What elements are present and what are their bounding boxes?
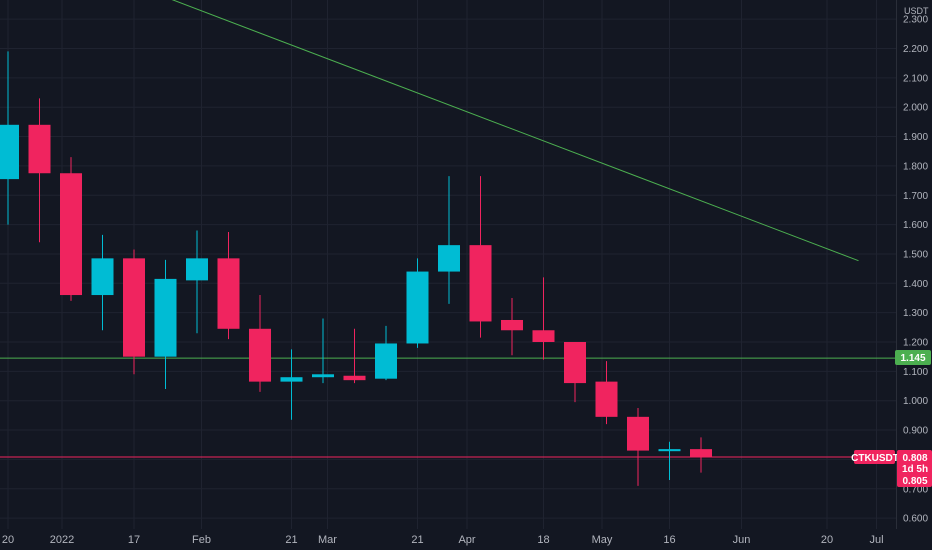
trendline <box>171 0 859 262</box>
y-tick-label: 1.000 <box>903 396 928 407</box>
candle-body <box>690 449 712 458</box>
y-tick-label: 1.500 <box>903 249 928 260</box>
candle[interactable] <box>564 342 586 403</box>
x-tick-label: 17 <box>128 534 140 546</box>
candle[interactable] <box>28 98 51 243</box>
countdown-label: 1d 5h <box>902 464 928 475</box>
x-tick-label: Feb <box>192 534 211 546</box>
last-price-tag: 0.808 1d 5h 0.805 <box>897 450 932 487</box>
y-tick-label: 1.800 <box>903 161 928 172</box>
candle[interactable] <box>343 328 366 384</box>
candle[interactable] <box>249 295 271 392</box>
candle[interactable] <box>627 408 649 486</box>
candles-layer[interactable] <box>0 51 712 486</box>
candle-body <box>501 319 523 331</box>
y-tick-label: 2.300 <box>903 15 928 26</box>
candle-body <box>438 245 460 272</box>
candle[interactable] <box>438 176 460 304</box>
y-tick-label: 2.200 <box>903 44 928 55</box>
x-tick-label: 20 <box>2 534 14 546</box>
x-tick-label: 18 <box>537 534 549 546</box>
level-line-label: 1.145 <box>900 353 925 364</box>
y-tick-label: 1.900 <box>903 132 928 143</box>
candle[interactable] <box>501 297 523 356</box>
candle-body <box>469 245 492 322</box>
candle[interactable] <box>312 318 334 384</box>
x-tick-label: Mar <box>318 534 337 546</box>
candle[interactable] <box>469 176 492 338</box>
candle-body <box>154 278 177 357</box>
candle-body <box>186 258 208 281</box>
candle[interactable] <box>0 51 19 225</box>
candle[interactable] <box>532 277 555 360</box>
horizontal-lines <box>0 357 896 458</box>
x-tick-label: Jul <box>869 534 883 546</box>
price-tags: 1.145 CTKUSDT 0.808 1d 5h 0.805 <box>851 350 932 487</box>
candle-body <box>280 377 303 382</box>
y-tick-label: 1.400 <box>903 279 928 290</box>
y-tick-label: 0.600 <box>903 514 928 525</box>
candle-body <box>217 258 240 329</box>
candle[interactable] <box>217 231 240 340</box>
x-tick-label: Jun <box>733 534 751 546</box>
x-tick-label: Apr <box>458 534 475 546</box>
candle[interactable] <box>186 230 208 334</box>
x-tick-label: 16 <box>663 534 675 546</box>
level-line-tag: 1.145 <box>895 350 931 365</box>
candle-body <box>406 271 429 344</box>
y-tick-label: 2.100 <box>903 73 928 84</box>
candle-body <box>595 381 618 417</box>
y-tick-label: 1.300 <box>903 308 928 319</box>
candle[interactable] <box>123 249 145 375</box>
candle-body <box>312 374 334 378</box>
candle[interactable] <box>60 157 82 301</box>
candle-body <box>375 343 397 379</box>
candle-body <box>627 416 649 451</box>
y-tick-label: 1.600 <box>903 220 928 231</box>
price-axis-unit: USDT <box>904 6 929 16</box>
candle[interactable] <box>595 361 618 425</box>
candle-body <box>123 258 145 357</box>
y-tick-label: 0.700 <box>903 484 928 495</box>
symbol-tag: CTKUSDT <box>851 450 899 464</box>
candle-body <box>28 124 51 174</box>
symbol-label: CTKUSDT <box>851 453 899 464</box>
candle[interactable] <box>375 325 397 381</box>
candle[interactable] <box>91 234 114 331</box>
candle-body <box>91 258 114 296</box>
candle-body <box>0 124 19 180</box>
candle-body <box>60 173 82 296</box>
candle[interactable] <box>154 259 177 389</box>
last-value-label: 0.805 <box>902 476 927 487</box>
candle[interactable] <box>406 258 429 348</box>
last-price-label: 0.808 <box>902 453 927 464</box>
x-tick-label: 20 <box>821 534 833 546</box>
y-tick-label: 1.200 <box>903 338 928 349</box>
candle[interactable] <box>280 349 303 420</box>
candle[interactable] <box>658 441 681 480</box>
x-tick-label: May <box>592 534 613 546</box>
candle[interactable] <box>690 437 712 473</box>
y-tick-label: 2.000 <box>903 103 928 114</box>
x-tick-label: 2022 <box>50 534 74 546</box>
x-tick-label: 21 <box>285 534 297 546</box>
candle-body <box>249 328 271 382</box>
trendline-layer <box>171 0 859 262</box>
candle-body <box>564 342 586 384</box>
candle-body <box>532 330 555 342</box>
candle-body <box>658 449 681 452</box>
y-tick-label: 1.100 <box>903 367 928 378</box>
y-tick-label: 0.900 <box>903 426 928 437</box>
x-tick-label: 21 <box>411 534 423 546</box>
y-tick-label: 1.700 <box>903 191 928 202</box>
time-axis[interactable]: 20 2022 17 Feb 21 Mar 21 Apr 18 May 16 Jun 20 Jul <box>2 534 884 546</box>
candle-body <box>343 375 366 381</box>
